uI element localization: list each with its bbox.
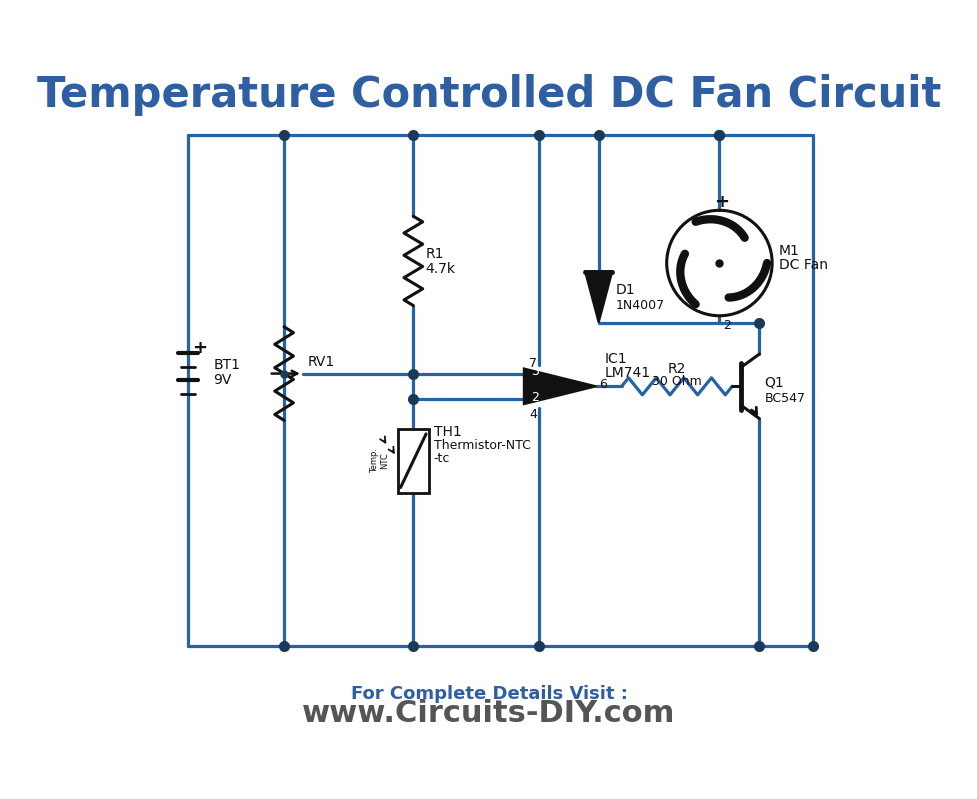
Text: 3: 3 (531, 365, 538, 379)
Text: DC Fan: DC Fan (778, 258, 828, 272)
Text: www.Circuits-DIY.com: www.Circuits-DIY.com (302, 699, 675, 728)
Text: BT1: BT1 (213, 358, 240, 372)
Text: 2: 2 (722, 320, 730, 332)
Text: R1: R1 (425, 247, 444, 261)
Text: +: + (713, 193, 728, 211)
Text: LM741: LM741 (604, 366, 650, 380)
Polygon shape (584, 272, 612, 323)
Text: 1N4007: 1N4007 (616, 299, 664, 312)
Text: 9V: 9V (213, 373, 232, 388)
Bar (398, 429, 428, 493)
Text: 30 Ohm: 30 Ohm (652, 375, 701, 388)
Text: Temp.
NTC: Temp. NTC (369, 448, 389, 473)
Text: 4.7k: 4.7k (425, 262, 454, 276)
Text: Thermistor-NTC: Thermistor-NTC (433, 439, 531, 452)
Text: D1: D1 (616, 283, 635, 297)
Text: M1: M1 (778, 244, 799, 258)
Text: 7: 7 (529, 356, 536, 370)
Text: For Complete Details Visit :: For Complete Details Visit : (350, 685, 627, 703)
Text: RV1: RV1 (308, 355, 335, 368)
Text: IC1: IC1 (604, 352, 626, 366)
Polygon shape (524, 368, 596, 404)
Text: 6: 6 (598, 378, 606, 392)
Text: Q1: Q1 (764, 376, 784, 390)
Text: 2: 2 (531, 391, 538, 403)
Text: R2: R2 (667, 362, 686, 376)
Text: Temperature Controlled DC Fan Circuit: Temperature Controlled DC Fan Circuit (37, 74, 940, 116)
Text: -tc: -tc (433, 452, 449, 465)
Text: BC547: BC547 (764, 392, 805, 405)
Text: TH1: TH1 (433, 425, 461, 439)
Text: +: + (192, 339, 207, 357)
Text: 4: 4 (529, 408, 536, 421)
